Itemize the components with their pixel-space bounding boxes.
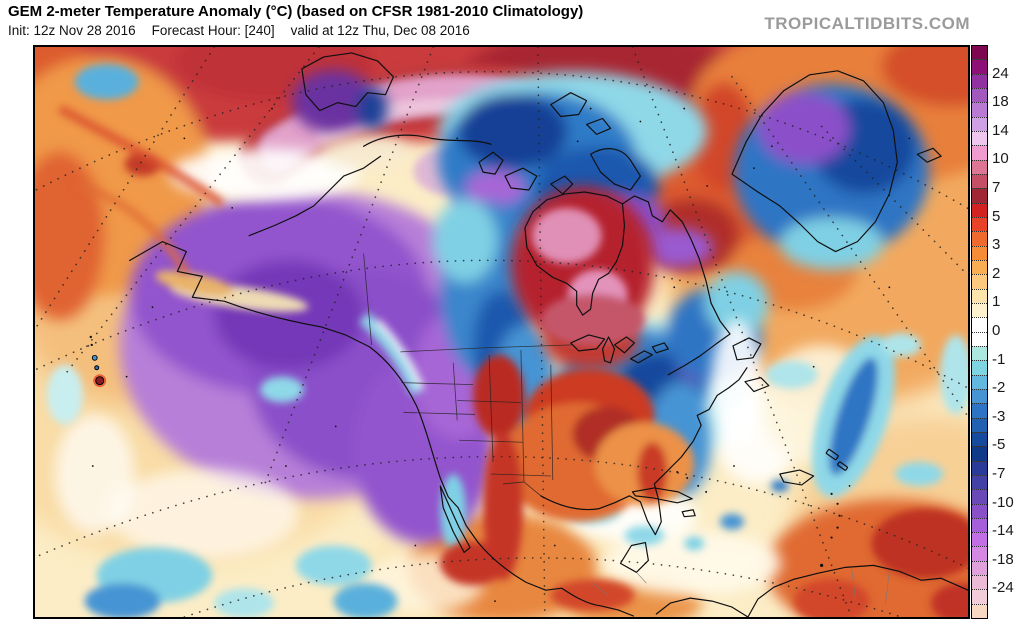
colorbar-cell (972, 560, 987, 576)
colorbar-tick-label: 1 (992, 293, 1001, 311)
colorbar-cell (972, 417, 987, 432)
colorbar-tick-label: -2 (992, 379, 1006, 397)
colorbar-cell (972, 331, 987, 346)
colorbar-cell (972, 403, 987, 418)
colorbar-cell (972, 188, 987, 203)
colorbar-tick-label: 14 (992, 121, 1009, 139)
colorbar-cell (972, 532, 987, 547)
colorbar-cell (972, 145, 987, 160)
colorbar-cell (972, 130, 987, 146)
colorbar-cell (972, 446, 987, 461)
colorbar-cell (972, 87, 987, 103)
colorbar-tick-label: -14 (992, 522, 1014, 540)
colorbar-cell (972, 317, 987, 332)
colorbar-cell (972, 216, 987, 232)
small-scale-cool-details (46, 63, 968, 617)
colorbar-cell (972, 546, 987, 561)
colorbar-cell (972, 388, 987, 404)
map-canvas (33, 45, 970, 619)
coastlines (128, 52, 968, 617)
colorbar-cell (972, 503, 987, 518)
colorbar-tick-label: 18 (992, 93, 1009, 111)
colorbar-cell (972, 374, 987, 389)
hawaii-islands (89, 335, 107, 388)
colorbar-cell (972, 173, 987, 189)
graticule-dotted-lines (35, 47, 968, 617)
colorbar-cell (972, 575, 987, 590)
colorbar-tick-label: -18 (992, 550, 1014, 568)
colorbar-tick-label: 5 (992, 207, 1001, 225)
colorbar-cell (972, 245, 987, 260)
colorbar-cell (972, 589, 987, 604)
colorbar-cell (972, 116, 987, 131)
colorbar-cell (972, 517, 987, 533)
colorbar-cell (972, 202, 987, 217)
colorbar-cell (972, 603, 987, 619)
valid-time: valid at 12z Thu, Dec 08 2016 (290, 23, 470, 38)
station-specks (91, 107, 911, 603)
colorbar-tick-label: 3 (992, 236, 1001, 254)
colorbar-cell (972, 431, 987, 447)
colorbar-cell (972, 360, 987, 375)
colorbar-cell (972, 489, 987, 504)
warm-detail-cores (57, 104, 968, 617)
anomaly-map-svg (35, 47, 968, 617)
colorbar-tick-label: 7 (992, 179, 1001, 196)
colorbar-cell (972, 274, 987, 289)
colorbar-tick-label: -10 (992, 493, 1014, 511)
brand-watermark: TROPICALTIDBITS.COM (764, 14, 970, 33)
colorbar-tick-label: 24 (992, 64, 1009, 82)
colorbar-tick-label: 10 (992, 150, 1009, 168)
colorbar-cell (972, 288, 987, 303)
colorbar-tick-label: 2 (992, 264, 1001, 282)
colorbar-cell (972, 231, 987, 246)
colorbar-tick-label: -3 (992, 407, 1006, 425)
colorbar-tick-label: -24 (992, 579, 1014, 597)
colorbar-cell (972, 460, 987, 475)
colorbar-cell (972, 259, 987, 275)
page-title: GEM 2-meter Temperature Anomaly (°C) (ba… (8, 3, 584, 20)
political-borders (363, 253, 573, 497)
forecast-hour: Forecast Hour: [240] (151, 23, 275, 38)
colorbar-cell (972, 73, 987, 88)
colorbar-cell (972, 46, 987, 60)
country-borders (592, 567, 890, 606)
colorbar-tick-label: 0 (992, 322, 1001, 339)
colorbar-labels: 24 18 14 10 7 5 3 2 1 0 -1 -2 -3 -5 -7 -10 -14 -18 -24 (992, 45, 1024, 619)
colorbar-cell (972, 102, 987, 117)
colorbar (971, 45, 988, 619)
colorbar-cell (972, 474, 987, 490)
init-time: Init: 12z Nov 28 2016 (8, 23, 136, 38)
colorbar-cell (972, 159, 987, 174)
colorbar-cell (972, 302, 987, 318)
colorbar-tick-label: -7 (992, 465, 1006, 482)
colorbar-tick-label: -1 (992, 350, 1006, 368)
colorbar-tick-label: -5 (992, 436, 1006, 454)
colorbar-cell (972, 345, 987, 361)
colorbar-cell (972, 59, 987, 74)
run-info: Init: 12z Nov 28 2016 Forecast Hour: [240… (8, 23, 486, 38)
